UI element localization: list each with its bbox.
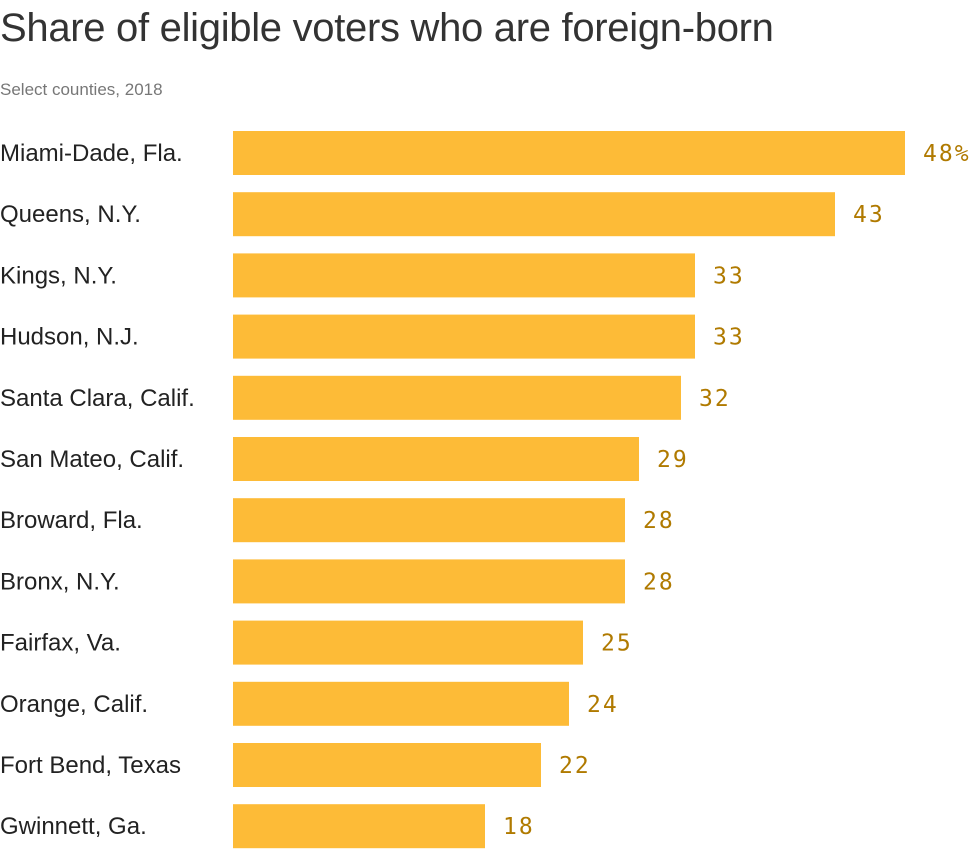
value-label: 24 [587,692,619,718]
chart-subtitle: Select counties, 2018 [0,80,163,99]
value-label: 28 [643,569,675,595]
bar [233,253,695,298]
bar [233,559,625,604]
bar [233,681,569,726]
value-label: 28 [643,508,675,534]
category-label: Bronx, N.Y. [0,568,120,595]
value-label: 22 [559,753,591,779]
bar [233,131,905,175]
value-label: 33 [713,325,745,351]
chart-title: Share of eligible voters who are foreign… [0,6,774,50]
category-label: Orange, Calif. [0,691,148,718]
value-label: 18 [503,814,535,840]
bars-group: Miami-Dade, Fla. 48% Queens, N.Y. 43 Kings, … [0,131,971,849]
value-label: 48% [923,141,971,167]
bar [233,192,835,237]
category-label: Gwinnett, Ga. [0,813,147,840]
category-label: Santa Clara, Calif. [0,385,195,412]
category-label: Miami-Dade, Fla. [0,140,183,167]
category-label: Kings, N.Y. [0,262,117,289]
category-label: Broward, Fla. [0,507,143,534]
bar [233,743,541,787]
bar [233,437,639,481]
bar [233,375,681,420]
bar [233,498,625,543]
value-label: 25 [601,631,633,657]
category-label: Hudson, N.J. [0,324,139,351]
category-label: Fairfax, Va. [0,630,121,657]
category-label: San Mateo, Calif. [0,446,184,473]
value-label: 32 [699,386,731,412]
value-label: 43 [853,202,885,228]
category-label: Queens, N.Y. [0,201,141,228]
bar [233,804,485,849]
bar [233,620,583,665]
bar [233,314,695,359]
value-label: 33 [713,263,745,289]
value-label: 29 [657,447,689,473]
category-label: Fort Bend, Texas [0,752,181,779]
